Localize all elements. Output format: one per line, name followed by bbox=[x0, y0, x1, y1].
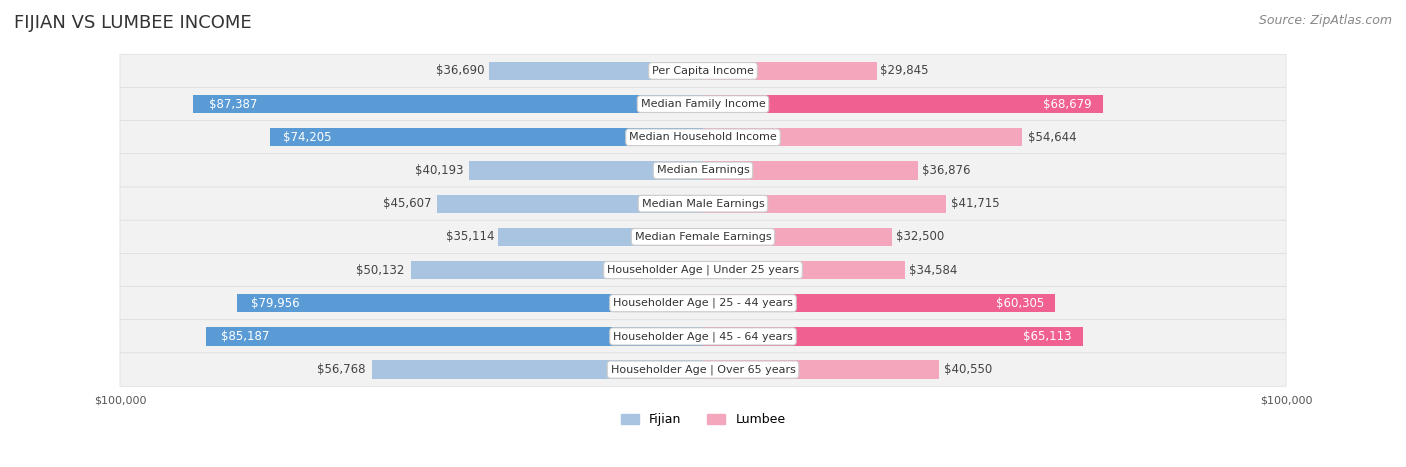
Text: $85,187: $85,187 bbox=[221, 330, 270, 343]
Text: $35,114: $35,114 bbox=[446, 230, 494, 243]
Bar bbox=[270, 128, 703, 147]
FancyBboxPatch shape bbox=[120, 254, 1286, 287]
Text: $60,305: $60,305 bbox=[995, 297, 1045, 310]
Bar bbox=[703, 261, 904, 279]
Bar bbox=[489, 62, 703, 80]
FancyBboxPatch shape bbox=[120, 54, 1286, 88]
Text: $45,607: $45,607 bbox=[384, 197, 432, 210]
Bar bbox=[703, 327, 1083, 346]
Text: $40,193: $40,193 bbox=[415, 164, 464, 177]
Text: $32,500: $32,500 bbox=[896, 230, 945, 243]
Text: Source: ZipAtlas.com: Source: ZipAtlas.com bbox=[1258, 14, 1392, 27]
Bar bbox=[703, 128, 1022, 147]
Bar bbox=[236, 294, 703, 312]
Bar bbox=[703, 95, 1104, 113]
Text: FIJIAN VS LUMBEE INCOME: FIJIAN VS LUMBEE INCOME bbox=[14, 14, 252, 32]
Text: $50,132: $50,132 bbox=[357, 263, 405, 276]
Bar bbox=[703, 62, 877, 80]
Text: Householder Age | Over 65 years: Householder Age | Over 65 years bbox=[610, 364, 796, 375]
FancyBboxPatch shape bbox=[120, 320, 1286, 353]
Text: Householder Age | 45 - 64 years: Householder Age | 45 - 64 years bbox=[613, 331, 793, 342]
FancyBboxPatch shape bbox=[120, 287, 1286, 320]
Bar bbox=[207, 327, 703, 346]
Text: Median Household Income: Median Household Income bbox=[628, 132, 778, 142]
Bar bbox=[194, 95, 703, 113]
FancyBboxPatch shape bbox=[120, 120, 1286, 154]
Text: $29,845: $29,845 bbox=[880, 64, 929, 78]
FancyBboxPatch shape bbox=[120, 154, 1286, 187]
Text: $87,387: $87,387 bbox=[208, 98, 257, 111]
Bar bbox=[703, 361, 939, 379]
Text: $40,550: $40,550 bbox=[945, 363, 993, 376]
Bar bbox=[437, 195, 703, 213]
Bar bbox=[373, 361, 703, 379]
Text: $65,113: $65,113 bbox=[1022, 330, 1071, 343]
Text: $36,876: $36,876 bbox=[922, 164, 970, 177]
Text: Householder Age | 25 - 44 years: Householder Age | 25 - 44 years bbox=[613, 298, 793, 309]
FancyBboxPatch shape bbox=[120, 353, 1286, 386]
Bar bbox=[703, 162, 918, 180]
Bar bbox=[411, 261, 703, 279]
Text: Householder Age | Under 25 years: Householder Age | Under 25 years bbox=[607, 265, 799, 275]
Text: $79,956: $79,956 bbox=[250, 297, 299, 310]
Bar bbox=[703, 228, 893, 246]
Text: $56,768: $56,768 bbox=[316, 363, 366, 376]
Text: $74,205: $74,205 bbox=[284, 131, 332, 144]
FancyBboxPatch shape bbox=[120, 220, 1286, 254]
Text: Median Female Earnings: Median Female Earnings bbox=[634, 232, 772, 242]
FancyBboxPatch shape bbox=[120, 87, 1286, 121]
Text: Median Earnings: Median Earnings bbox=[657, 165, 749, 176]
Legend: Fijian, Lumbee: Fijian, Lumbee bbox=[616, 409, 790, 432]
Text: $34,584: $34,584 bbox=[908, 263, 957, 276]
Text: $68,679: $68,679 bbox=[1043, 98, 1091, 111]
Text: Median Male Earnings: Median Male Earnings bbox=[641, 198, 765, 209]
Bar bbox=[498, 228, 703, 246]
Bar bbox=[703, 195, 946, 213]
Text: $54,644: $54,644 bbox=[1028, 131, 1077, 144]
Text: Per Capita Income: Per Capita Income bbox=[652, 66, 754, 76]
Text: $36,690: $36,690 bbox=[436, 64, 485, 78]
Bar bbox=[468, 162, 703, 180]
Text: Median Family Income: Median Family Income bbox=[641, 99, 765, 109]
Bar bbox=[703, 294, 1054, 312]
Text: $41,715: $41,715 bbox=[950, 197, 1000, 210]
FancyBboxPatch shape bbox=[120, 187, 1286, 220]
